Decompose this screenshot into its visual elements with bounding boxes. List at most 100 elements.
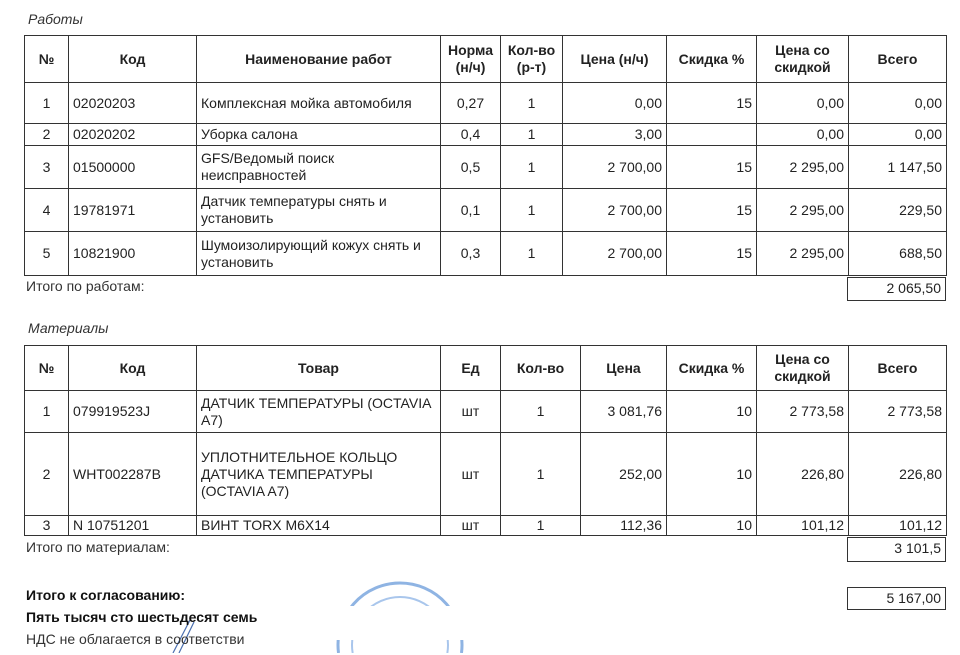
cell-norm: 0,5 (440, 145, 501, 189)
materials-total: 3 101,5 (847, 537, 946, 562)
cell-disc: 15 (666, 188, 757, 232)
cell-name: Комплексная мойка автомобиля (196, 82, 441, 124)
cell-dprice: 2 773,58 (756, 390, 849, 433)
table-row: 5 10821900 Шумоизолирующий кожух снять и у… (24, 231, 947, 276)
cell-total: 2 773,58 (848, 390, 947, 433)
col-header: № (24, 35, 69, 83)
materials-header-row: № Код Товар Ед Кол-во Цена Скидка % Цена… (24, 345, 947, 391)
cell-price: 3 081,76 (580, 390, 667, 433)
cell-n: 3 (24, 145, 69, 189)
col-header: Цена (н/ч) (562, 35, 667, 83)
cell-qty: 1 (500, 82, 563, 124)
cell-unit: шт (440, 515, 501, 536)
table-row: 2 WHT002287B УПЛОТНИТЕЛЬНОЕ КОЛЬЦО ДАТЧИКА… (24, 432, 947, 516)
cell-code: 079919523J (68, 390, 197, 433)
cell-price: 0,00 (562, 82, 667, 124)
table-row: 1 02020203 Комплексная мойка автомобиля 0,2… (24, 82, 947, 124)
signature-stroke (172, 620, 195, 653)
col-header: Цена со скидкой (756, 35, 849, 83)
cell-code: 19781971 (68, 188, 197, 232)
cell-name: ВИНТ TORX M6X14 (196, 515, 441, 536)
cell-dprice: 101,12 (756, 515, 849, 536)
col-header: Скидка % (666, 35, 757, 83)
cell-price: 2 700,00 (562, 188, 667, 232)
col-header: Код (68, 35, 197, 83)
cell-code: 02020202 (68, 123, 197, 146)
col-header: Кол-во (р-т) (500, 35, 563, 83)
summary-label: Итого к согласованию: (26, 587, 185, 603)
cell-total: 0,00 (848, 123, 947, 146)
cell-code: WHT002287B (68, 432, 197, 516)
cell-norm: 0,27 (440, 82, 501, 124)
col-header: Код (68, 345, 197, 391)
cell-norm: 0,1 (440, 188, 501, 232)
cell-total: 101,12 (848, 515, 947, 536)
cell-code: N 10751201 (68, 515, 197, 536)
cell-n: 2 (24, 432, 69, 516)
cell-total: 688,50 (848, 231, 947, 276)
redaction-area (305, 606, 495, 640)
col-header: Всего (848, 345, 947, 391)
works-header-row: № Код Наименование работ Норма (н/ч) Кол… (24, 35, 947, 83)
works-total: 2 065,50 (847, 277, 946, 301)
cell-n: 5 (24, 231, 69, 276)
cell-disc: 10 (666, 390, 757, 433)
materials-section-title: Материалы (28, 320, 109, 336)
cell-qty: 1 (500, 188, 563, 232)
cell-disc (666, 123, 757, 146)
cell-code: 02020203 (68, 82, 197, 124)
cell-unit: шт (440, 432, 501, 516)
cell-code: 01500000 (68, 145, 197, 189)
cell-code: 10821900 (68, 231, 197, 276)
summary-words: Пять тысяч сто шестьдесят семь (26, 609, 258, 625)
cell-name: Шумоизолирующий кожух снять и установить (196, 231, 441, 276)
col-header: Кол-во (500, 345, 581, 391)
cell-total: 226,80 (848, 432, 947, 516)
col-header: Цена (580, 345, 667, 391)
cell-price: 252,00 (580, 432, 667, 516)
cell-price: 2 700,00 (562, 145, 667, 189)
cell-norm: 0,4 (440, 123, 501, 146)
cell-price: 112,36 (580, 515, 667, 536)
cell-qty: 1 (500, 231, 563, 276)
cell-disc: 15 (666, 231, 757, 276)
cell-dprice: 0,00 (756, 82, 849, 124)
cell-disc: 15 (666, 82, 757, 124)
cell-total: 1 147,50 (848, 145, 947, 189)
cell-dprice: 2 295,00 (756, 231, 849, 276)
col-header: Ед (440, 345, 501, 391)
cell-n: 3 (24, 515, 69, 536)
cell-qty: 1 (500, 515, 581, 536)
cell-name: ДАТЧИК ТЕМПЕРАТУРЫ (OCTAVIA A7) (196, 390, 441, 433)
cell-dprice: 226,80 (756, 432, 849, 516)
col-header: Цена со скидкой (756, 345, 849, 391)
cell-name: Уборка салона (196, 123, 441, 146)
col-header: Наименование работ (196, 35, 441, 83)
summary-total: 5 167,00 (847, 587, 946, 610)
cell-n: 1 (24, 390, 69, 433)
table-row: 1 079919523J ДАТЧИК ТЕМПЕРАТУРЫ (OCTAVIA A… (24, 390, 947, 433)
cell-n: 2 (24, 123, 69, 146)
cell-qty: 1 (500, 123, 563, 146)
table-row: 3 01500000 GFS/Ведомый поиск неисправносте… (24, 145, 947, 189)
cell-name: GFS/Ведомый поиск неисправностей (196, 145, 441, 189)
col-header: Всего (848, 35, 947, 83)
works-section-title: Работы (28, 11, 83, 27)
cell-dprice: 2 295,00 (756, 145, 849, 189)
cell-name: Датчик температуры снять и установить (196, 188, 441, 232)
cell-norm: 0,3 (440, 231, 501, 276)
cell-total: 0,00 (848, 82, 947, 124)
cell-disc: 10 (666, 432, 757, 516)
cell-dprice: 0,00 (756, 123, 849, 146)
works-table: № Код Наименование работ Норма (н/ч) Кол… (24, 35, 947, 276)
cell-name: УПЛОТНИТЕЛЬНОЕ КОЛЬЦО ДАТЧИКА ТЕМПЕРАТУР… (196, 432, 441, 516)
cell-disc: 10 (666, 515, 757, 536)
table-row: 2 02020202 Уборка салона 0,4 1 3,00 0,00 0,00 (24, 123, 947, 146)
vat-note: НДС не облагается в соответстви (26, 631, 245, 647)
col-header: Скидка % (666, 345, 757, 391)
cell-qty: 1 (500, 390, 581, 433)
cell-disc: 15 (666, 145, 757, 189)
col-header: № (24, 345, 69, 391)
cell-price: 2 700,00 (562, 231, 667, 276)
